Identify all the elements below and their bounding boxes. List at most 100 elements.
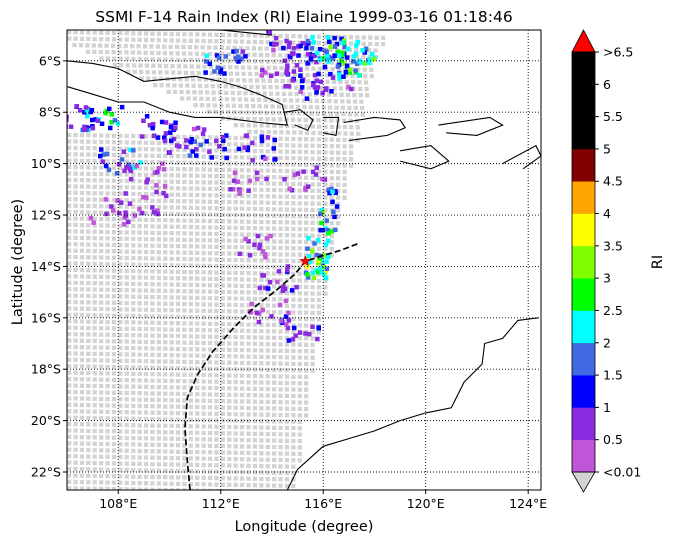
swath-pixel (124, 178, 129, 184)
swath-pixel (284, 374, 290, 379)
swath-pixel (150, 249, 155, 255)
swath-pixel (316, 233, 322, 238)
swath-pixel (124, 288, 129, 293)
swath-pixel (182, 295, 187, 300)
rain-pixel (283, 84, 288, 89)
swath-pixel (323, 240, 328, 245)
rain-pixel (281, 45, 286, 51)
swath-pixel (227, 180, 232, 185)
swath-pixel (259, 393, 264, 398)
swath-pixel (207, 334, 213, 339)
swath-pixel (291, 458, 296, 463)
swath-pixel (169, 153, 174, 159)
swath-pixel (156, 320, 161, 325)
swath-pixel (79, 280, 85, 286)
swath-pixel (239, 437, 245, 443)
swath-pixel (182, 404, 187, 409)
swath-pixel (274, 78, 279, 83)
rain-pixel (116, 162, 122, 167)
swath-pixel (249, 91, 255, 96)
rain-pixel (233, 56, 238, 61)
swath-pixel (284, 149, 290, 154)
swath-pixel (131, 211, 136, 216)
swath-pixel (67, 280, 72, 285)
swath-pixel (233, 322, 238, 327)
swath-pixel (291, 291, 296, 296)
swath-pixel (239, 245, 245, 250)
swath-pixel (175, 237, 181, 242)
swath-pixel (99, 345, 104, 350)
coastline (67, 60, 289, 126)
rain-pixel (168, 130, 173, 135)
swath-pixel (276, 104, 281, 109)
swath-pixel (131, 198, 136, 203)
swath-pixel (224, 90, 229, 95)
swath-pixel (79, 178, 85, 183)
x-axis-ticks: 108°E 112°E 116°E 120°E 124°E (99, 490, 547, 511)
swath-pixel (347, 112, 353, 117)
swath-pixel (163, 320, 168, 326)
swath-pixel (163, 211, 168, 216)
swath-pixel (323, 124, 328, 129)
swath-pixel (99, 261, 104, 267)
swath-pixel (246, 431, 251, 436)
rain-pixel (282, 286, 288, 292)
swath-pixel (105, 133, 110, 138)
swath-pixel (156, 378, 161, 383)
swath-pixel (233, 257, 238, 263)
swath-pixel (124, 345, 129, 351)
rain-pixel (337, 53, 342, 58)
swath-pixel (190, 77, 196, 82)
swath-pixel (131, 37, 136, 42)
swath-pixel (169, 333, 174, 339)
swath-pixel (169, 288, 174, 294)
swath-pixel (195, 282, 200, 288)
x-tick-label: 116°E (304, 496, 342, 511)
swath-pixel (246, 412, 251, 417)
swath-pixel (159, 83, 164, 88)
rain-pixel (316, 325, 321, 330)
swath-pixel (175, 366, 181, 371)
swath-pixel (92, 139, 97, 144)
swath-pixel (253, 65, 258, 70)
swath-pixel (105, 461, 110, 466)
swath-pixel (213, 109, 218, 114)
swath-pixel (118, 133, 123, 138)
swath-pixel (188, 32, 193, 37)
swath-pixel (246, 348, 251, 353)
swath-pixel (118, 198, 123, 203)
swath-pixel (164, 63, 169, 69)
swath-pixel (259, 226, 264, 231)
rain-pixel (337, 72, 342, 78)
swath-pixel (195, 353, 200, 358)
swath-pixel (92, 300, 97, 305)
swath-pixel (233, 431, 238, 436)
swath-pixel (278, 425, 283, 430)
swath-pixel (207, 173, 213, 179)
swath-pixel (239, 270, 245, 276)
swath-pixel (291, 413, 296, 418)
swath-pixel (252, 155, 258, 160)
swath-pixel (220, 386, 225, 391)
swath-pixel (233, 347, 238, 353)
swath-pixel (184, 77, 189, 82)
swath-pixel (214, 141, 219, 147)
swath-pixel (252, 219, 258, 224)
swath-pixel (86, 447, 91, 453)
swath-pixel (207, 379, 213, 384)
swath-pixel (348, 118, 353, 123)
swath-pixel (272, 444, 277, 450)
rain-pixel (260, 249, 266, 254)
swath-pixel (163, 250, 168, 255)
swath-pixel (323, 156, 328, 161)
swath-pixel (239, 116, 244, 121)
swath-pixel (150, 436, 155, 441)
rain-pixel (314, 252, 319, 258)
swath-pixel (156, 429, 161, 435)
swath-pixel (304, 381, 309, 386)
swath-pixel (150, 179, 155, 184)
swath-pixel (272, 168, 277, 173)
swath-pixel (195, 263, 200, 268)
swath-pixel (233, 33, 238, 38)
rain-pixel (305, 275, 311, 280)
